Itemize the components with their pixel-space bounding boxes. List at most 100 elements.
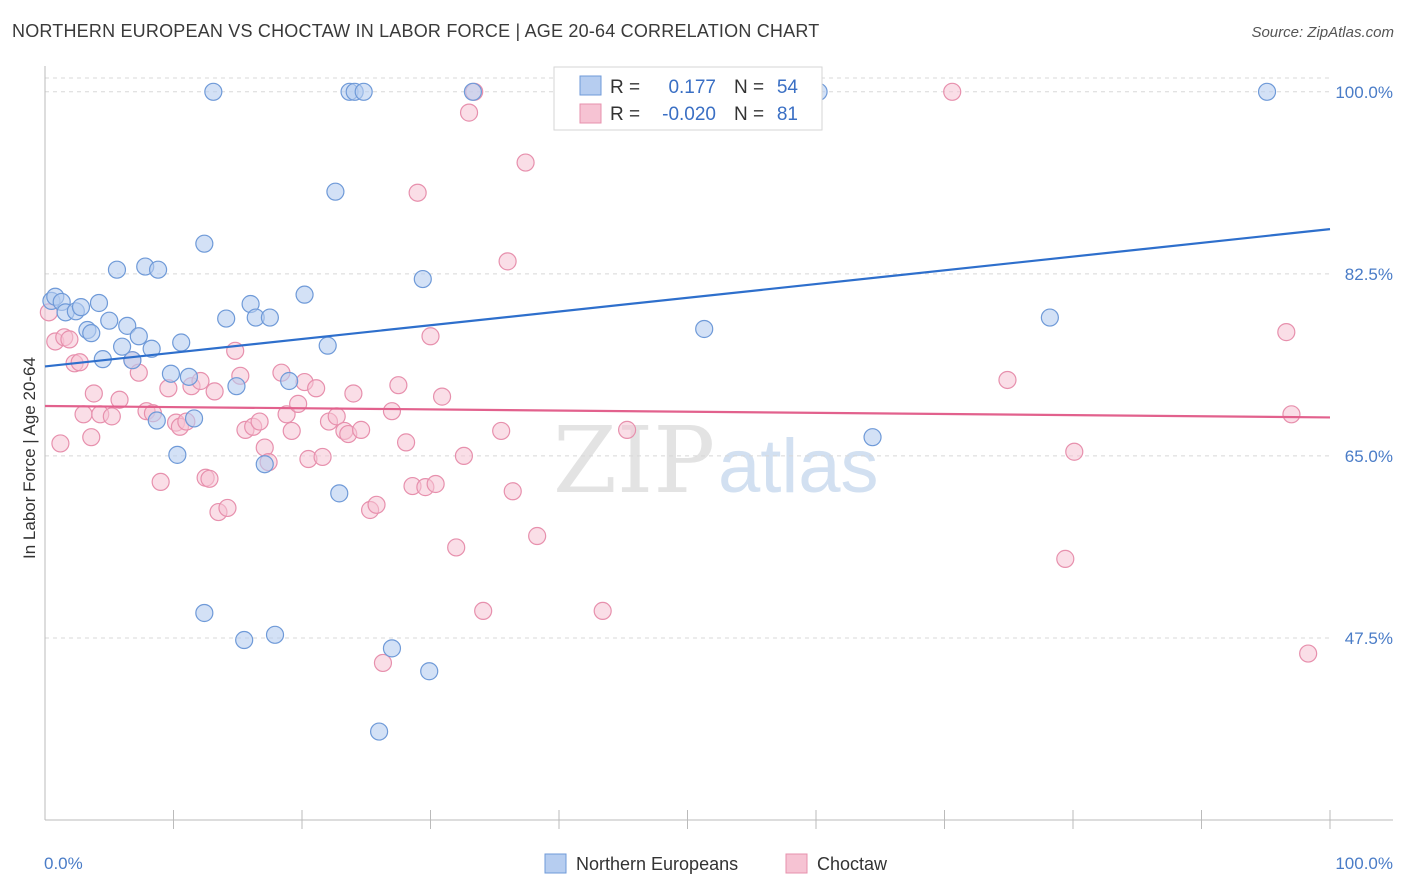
x-tick-label-1: 100.0%	[1335, 854, 1393, 873]
x-tick-labels: 0.0% 100.0%	[44, 854, 1393, 873]
bottom-legend-choctaw: Choctaw	[817, 854, 888, 874]
choctaw-point-71	[528, 526, 547, 546]
watermark-zip: ZIP	[553, 407, 715, 514]
y-axis-label: In Labor Force | Age 20-64	[20, 357, 39, 559]
northern-europeans-point-46	[420, 662, 439, 681]
choctaw-point-51	[367, 495, 386, 514]
choctaw-point-12	[110, 390, 129, 409]
northern-europeans-point-8	[89, 293, 109, 313]
northern-europeans-point-27	[204, 82, 223, 101]
northern-europeans-point-13	[118, 316, 137, 335]
choctaw-point-4	[60, 330, 79, 349]
choctaw-point-26	[205, 382, 224, 401]
legend-swatch-blue	[579, 75, 602, 96]
northern-europeans-point-18	[148, 260, 168, 279]
northern-europeans-point-37	[295, 285, 314, 304]
choctaw-point-42	[307, 379, 326, 398]
northern-europeans-point-55	[1257, 82, 1277, 101]
bottom-legend: Northern Europeans Choctaw	[544, 853, 888, 874]
northern-europeans-point-51	[695, 319, 714, 339]
choctaw-point-37	[277, 405, 296, 424]
northern-europeans-point-17	[142, 339, 161, 358]
northern-europeans-point-30	[235, 630, 254, 650]
choctaw-point-7	[74, 405, 93, 424]
choctaw-point-28	[218, 498, 237, 518]
y-tick-label-0: 100.0%	[1335, 83, 1393, 102]
choctaw-point-68	[498, 252, 517, 271]
choctaw-point-72	[593, 601, 612, 621]
northern-europeans-point-23	[179, 367, 199, 386]
choctaw-point-57	[408, 183, 427, 202]
choctaw-point-55	[396, 433, 416, 452]
northern-europeans-trend-line	[44, 228, 1331, 368]
choctaw-point-79	[1299, 644, 1318, 663]
legend-r-label-2: R =	[610, 104, 640, 125]
northern-europeans-point-28	[217, 309, 236, 328]
choctaw-point-54	[389, 376, 408, 395]
northern-europeans-point-21	[168, 445, 187, 464]
choctaw-point-77	[1065, 442, 1084, 461]
choctaw-point-39	[289, 394, 308, 413]
legend: R = 0.177 N = 54 R = -0.020 N = 81	[553, 66, 823, 131]
choctaw-point-74	[943, 82, 962, 101]
axes	[44, 66, 1393, 829]
choctaw-point-53	[382, 402, 402, 421]
choctaw-point-66	[474, 601, 493, 621]
northern-europeans-point-33	[255, 455, 274, 474]
choctaw-point-64	[459, 103, 479, 122]
northern-europeans-point-14	[123, 351, 142, 370]
choctaw-point-8	[82, 428, 101, 447]
northern-europeans-point-26	[195, 603, 214, 623]
northern-europeans-point-25	[195, 234, 214, 253]
northern-europeans-point-43	[354, 82, 373, 101]
northern-europeans-point-47	[370, 722, 389, 741]
choctaw-point-76	[1056, 549, 1075, 568]
choctaw-point-69	[503, 482, 522, 501]
northern-europeans-point-36	[280, 371, 299, 391]
northern-europeans-point-19	[147, 411, 166, 430]
northern-europeans-point-11	[107, 260, 127, 279]
choctaw-point-63	[454, 446, 474, 466]
northern-europeans-point-53	[863, 428, 882, 447]
choctaw-point-67	[492, 421, 511, 441]
northern-europeans-point-15	[129, 327, 148, 346]
trend-lines	[44, 228, 1331, 419]
choctaw-trend-line	[44, 404, 1331, 419]
bottom-legend-northern-europeans: Northern Europeans	[576, 854, 738, 874]
choctaw-point-61	[432, 387, 452, 406]
northern-europeans-point-45	[413, 269, 432, 289]
northern-europeans-point-7	[82, 324, 101, 343]
choctaw-point-9	[84, 384, 103, 403]
northern-europeans-point-10	[100, 311, 119, 330]
choctaw-point-70	[516, 153, 535, 172]
northern-europeans-point-34	[260, 308, 279, 327]
northern-europeans-point-5	[71, 298, 91, 317]
y-tick-labels: 100.0% 82.5% 65.0% 47.5%	[1335, 83, 1393, 648]
choctaw-point-52	[373, 653, 393, 673]
legend-swatch-pink	[579, 103, 602, 124]
northern-europeans-point-40	[330, 484, 349, 503]
choctaw-point-2	[51, 434, 70, 453]
choctaw-point-25	[200, 469, 219, 488]
x-tick-label-0: 0.0%	[44, 854, 83, 873]
y-tick-label-1: 82.5%	[1345, 265, 1393, 284]
northern-europeans-point-35	[265, 625, 285, 644]
northern-europeans-point-29	[227, 377, 246, 396]
legend-r-value-2: -0.020	[662, 104, 716, 125]
legend-n-label-2: N =	[734, 104, 764, 125]
legend-r-value-1: 0.177	[668, 77, 716, 98]
choctaw-point-38	[282, 421, 301, 441]
choctaw-point-73	[618, 420, 637, 439]
chart-title: NORTHERN EUROPEAN VS CHOCTAW IN LABOR FO…	[12, 21, 820, 41]
source-label: Source: ZipAtlas.com	[1251, 24, 1394, 41]
northern-europeans-point-20	[161, 364, 181, 383]
legend-n-label-1: N =	[734, 77, 764, 98]
watermark-atlas: atlas	[718, 424, 879, 509]
y-tick-label-2: 65.0%	[1345, 447, 1393, 466]
legend-n-value-1: 54	[777, 77, 799, 98]
legend-n-value-2: 81	[777, 104, 798, 125]
choctaw-point-60	[426, 474, 445, 494]
bottom-legend-swatch-pink	[785, 853, 808, 874]
choctaw-points	[39, 82, 1318, 673]
